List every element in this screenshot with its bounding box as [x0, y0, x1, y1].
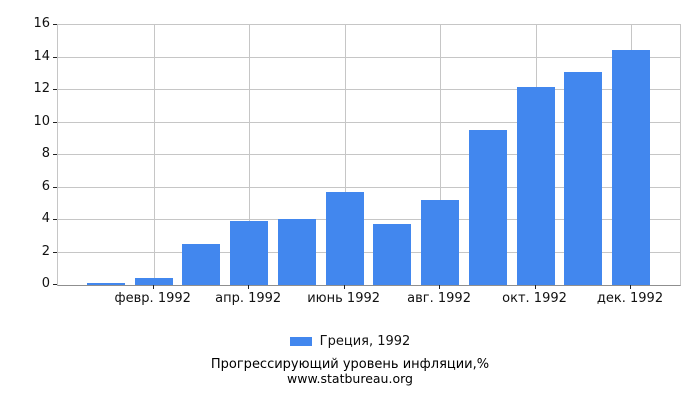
gridline-vertical: [249, 25, 251, 285]
bar-month-7[interactable]: [373, 224, 412, 285]
source-url: www.statbureau.org: [287, 371, 413, 386]
x-axis-tick-mark: [534, 285, 536, 289]
x-axis-tick-mark: [343, 285, 345, 289]
x-axis-tick-mark: [439, 285, 441, 289]
y-axis-tick-mark: [53, 251, 57, 253]
gridline-vertical: [440, 25, 442, 285]
y-axis-tick-label: 0: [41, 276, 50, 291]
y-axis-tick-label: 4: [41, 211, 50, 226]
bar-month-2[interactable]: [134, 277, 173, 285]
gridline-horizontal: [58, 121, 680, 123]
bar-month-6[interactable]: [325, 192, 364, 285]
y-axis-tick-mark: [53, 56, 57, 58]
x-axis-tick-label: февр. 1992: [114, 291, 191, 306]
y-axis-tick-mark: [53, 186, 57, 188]
x-axis-tick-label: дек. 1992: [596, 291, 664, 306]
bar-month-11[interactable]: [564, 72, 603, 285]
chart-title: Прогрессирующий уровень инфляции,%: [210, 357, 490, 372]
legend: Греция, 1992: [0, 334, 700, 349]
y-axis-tick-label: 8: [41, 146, 50, 161]
y-axis-tick-label: 2: [41, 243, 50, 259]
y-axis-tick-mark: [53, 154, 57, 155]
legend-series-label: Греция, 1992: [319, 334, 411, 349]
bar-month-3[interactable]: [182, 244, 221, 285]
x-axis-tick-label: июнь 1992: [307, 291, 381, 306]
gridline-horizontal: [58, 219, 680, 220]
gridline-horizontal: [58, 154, 680, 155]
x-axis-tick-label: апр. 1992: [215, 291, 282, 306]
bar-month-9[interactable]: [468, 129, 507, 285]
y-axis-tick-mark: [53, 24, 57, 25]
gridline-vertical: [344, 25, 346, 285]
legend-swatch-icon: [289, 337, 312, 346]
y-axis-tick-label: 14: [33, 48, 50, 64]
gridline-horizontal: [58, 89, 680, 90]
bar-month-5[interactable]: [277, 219, 316, 285]
bar-month-12[interactable]: [612, 50, 650, 285]
x-axis-tick-mark: [630, 285, 631, 289]
y-axis-tick-label: 10: [33, 113, 50, 129]
gridline-horizontal: [58, 251, 680, 253]
bar-month-4[interactable]: [230, 220, 269, 285]
x-axis-tick-label: окт. 1992: [502, 291, 567, 306]
y-axis-tick-mark: [53, 121, 57, 123]
gridline-horizontal: [58, 56, 680, 58]
gridline-vertical: [153, 25, 155, 285]
y-axis-tick-mark: [53, 284, 57, 285]
y-axis-tick-label: 6: [41, 178, 50, 194]
bar-month-10[interactable]: [516, 86, 555, 285]
y-axis-tick-label: 12: [33, 81, 50, 96]
x-axis-tick-label: авг. 1992: [407, 291, 471, 306]
plot-area: [57, 24, 681, 286]
y-axis-tick-mark: [53, 219, 57, 220]
bar-month-1[interactable]: [87, 282, 125, 285]
x-axis-tick-mark: [152, 285, 154, 289]
chart-caption: Прогрессирующий уровень инфляции,% www.s…: [0, 357, 700, 386]
y-axis-tick-label: 16: [33, 16, 50, 31]
gridline-horizontal: [58, 186, 680, 188]
x-axis-tick-mark: [248, 285, 250, 289]
y-axis-tick-mark: [53, 89, 57, 90]
bar-month-8[interactable]: [421, 199, 460, 285]
